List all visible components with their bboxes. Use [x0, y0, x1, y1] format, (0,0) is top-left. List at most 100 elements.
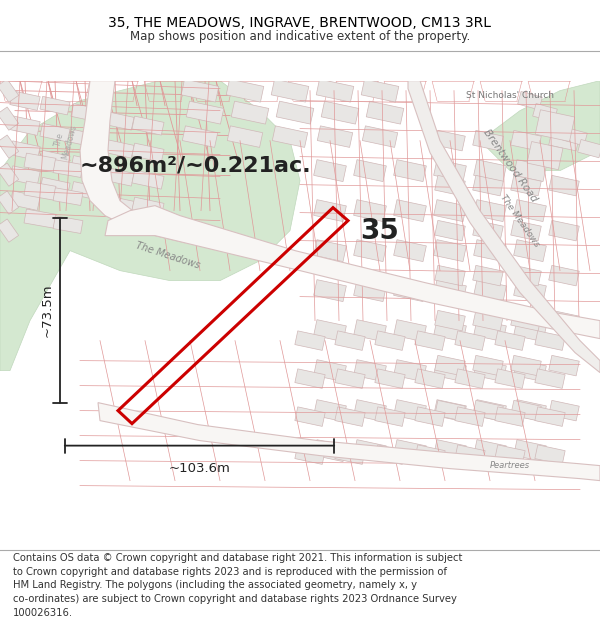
Polygon shape: [0, 219, 19, 243]
Polygon shape: [375, 369, 405, 388]
Text: The
Meadows: The Meadows: [50, 121, 78, 161]
Polygon shape: [514, 199, 547, 222]
Polygon shape: [132, 197, 164, 216]
Polygon shape: [71, 104, 99, 122]
Polygon shape: [535, 369, 565, 388]
Polygon shape: [563, 127, 587, 146]
Text: The Meadows: The Meadows: [499, 192, 541, 249]
Polygon shape: [434, 439, 466, 462]
Polygon shape: [549, 356, 579, 376]
Polygon shape: [0, 135, 19, 158]
Polygon shape: [353, 359, 386, 382]
Polygon shape: [511, 401, 541, 421]
Polygon shape: [132, 170, 164, 189]
Text: The Meadows: The Meadows: [134, 241, 202, 271]
Polygon shape: [53, 188, 83, 206]
Polygon shape: [435, 311, 465, 331]
Polygon shape: [473, 159, 506, 182]
Polygon shape: [366, 101, 404, 124]
Polygon shape: [24, 209, 56, 228]
Polygon shape: [295, 407, 325, 426]
Polygon shape: [24, 181, 56, 200]
Polygon shape: [527, 141, 563, 170]
Polygon shape: [535, 110, 575, 141]
Polygon shape: [10, 166, 40, 186]
Polygon shape: [353, 199, 386, 222]
Polygon shape: [276, 101, 314, 124]
Polygon shape: [514, 359, 547, 382]
Polygon shape: [535, 407, 565, 426]
Polygon shape: [182, 126, 218, 148]
Polygon shape: [71, 182, 99, 199]
Polygon shape: [0, 191, 19, 214]
Polygon shape: [353, 279, 386, 302]
Polygon shape: [335, 369, 365, 388]
Polygon shape: [473, 359, 506, 382]
Polygon shape: [102, 195, 134, 214]
Text: ~103.6m: ~103.6m: [169, 462, 230, 475]
Polygon shape: [514, 239, 547, 262]
Polygon shape: [434, 159, 466, 182]
Polygon shape: [495, 331, 525, 351]
Polygon shape: [295, 369, 325, 388]
Polygon shape: [473, 439, 506, 462]
Polygon shape: [549, 131, 579, 151]
Polygon shape: [548, 116, 572, 134]
Polygon shape: [227, 126, 263, 148]
Text: 35, THE MEADOWS, INGRAVE, BRENTWOOD, CM13 3RL: 35, THE MEADOWS, INGRAVE, BRENTWOOD, CM1…: [109, 16, 491, 30]
Polygon shape: [314, 399, 346, 422]
Polygon shape: [102, 139, 134, 158]
Polygon shape: [10, 191, 40, 211]
Polygon shape: [80, 81, 210, 242]
Polygon shape: [10, 116, 40, 136]
Polygon shape: [40, 96, 70, 115]
Polygon shape: [314, 319, 346, 342]
Polygon shape: [394, 359, 427, 382]
Polygon shape: [514, 439, 547, 462]
Polygon shape: [335, 407, 365, 426]
Polygon shape: [435, 176, 465, 196]
Polygon shape: [415, 407, 445, 426]
Polygon shape: [473, 399, 506, 422]
Polygon shape: [473, 311, 503, 331]
Polygon shape: [353, 439, 386, 462]
Polygon shape: [473, 401, 503, 421]
Polygon shape: [353, 159, 386, 182]
Polygon shape: [53, 160, 83, 177]
Polygon shape: [394, 199, 427, 222]
Polygon shape: [434, 359, 466, 382]
Polygon shape: [375, 331, 405, 351]
Polygon shape: [514, 319, 547, 342]
Polygon shape: [549, 176, 579, 196]
Polygon shape: [271, 79, 309, 102]
Polygon shape: [353, 399, 386, 422]
Polygon shape: [549, 311, 579, 331]
Polygon shape: [511, 176, 541, 196]
Polygon shape: [0, 107, 19, 130]
Polygon shape: [495, 407, 525, 426]
Polygon shape: [181, 79, 219, 102]
Text: ~73.5m: ~73.5m: [41, 284, 53, 338]
Polygon shape: [435, 221, 465, 241]
Polygon shape: [394, 399, 427, 422]
Polygon shape: [514, 399, 547, 422]
Polygon shape: [295, 445, 325, 464]
Polygon shape: [375, 407, 405, 426]
Polygon shape: [473, 131, 503, 151]
Polygon shape: [408, 81, 600, 372]
Polygon shape: [314, 439, 346, 462]
Polygon shape: [518, 91, 542, 110]
Polygon shape: [105, 206, 600, 339]
Polygon shape: [473, 199, 506, 222]
Polygon shape: [0, 163, 19, 186]
Polygon shape: [394, 279, 427, 302]
Polygon shape: [316, 79, 354, 102]
Polygon shape: [549, 401, 579, 421]
Polygon shape: [578, 139, 600, 158]
Polygon shape: [511, 356, 541, 376]
Polygon shape: [394, 239, 427, 262]
Text: Contains OS data © Crown copyright and database right 2021. This information is : Contains OS data © Crown copyright and d…: [13, 553, 463, 618]
Polygon shape: [535, 331, 565, 351]
Text: St Nicholas' Church: St Nicholas' Church: [466, 91, 554, 100]
Polygon shape: [473, 279, 506, 302]
